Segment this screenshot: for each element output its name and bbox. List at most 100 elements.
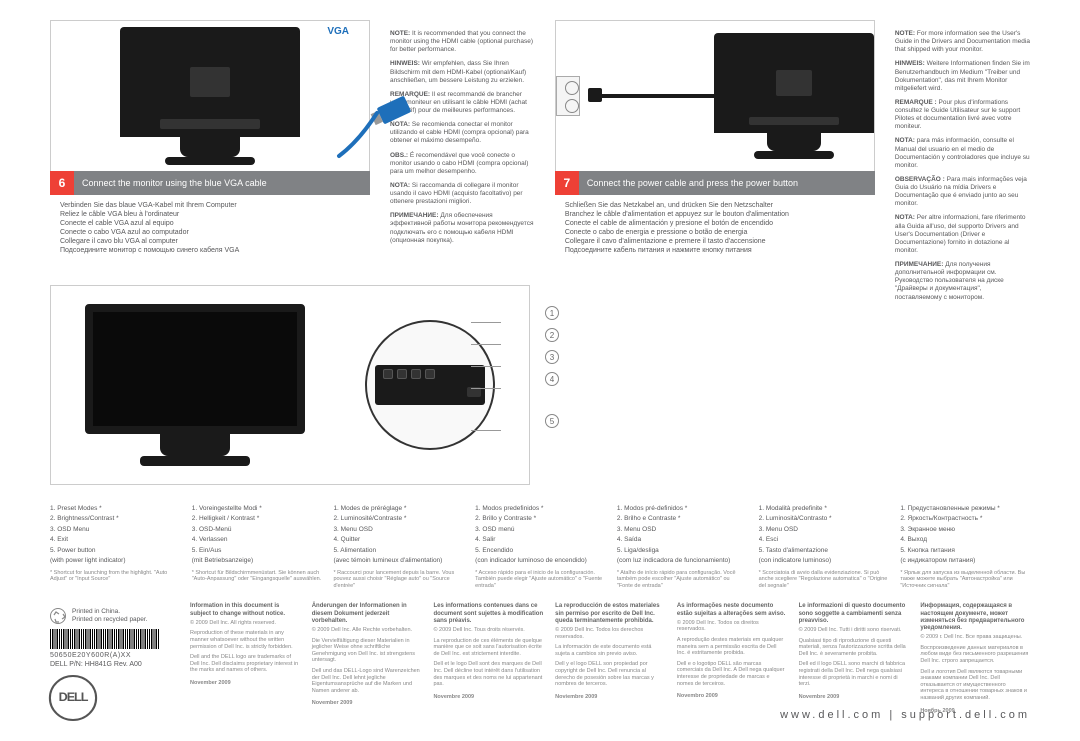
- legend-item: 4. Quitter: [333, 536, 463, 544]
- dell-pn: DELL P/N: HH841G Rev. A00: [50, 660, 160, 669]
- power-outlet-icon: [556, 76, 580, 116]
- legend-col-pt: 1. Modos pré-definidos * 2. Brilho e Con…: [617, 505, 747, 589]
- note-text: para más información, consulte el Manual…: [895, 137, 1030, 168]
- step6-line: Collegare il cavo blu VGA al computer: [60, 237, 360, 246]
- note-text: Si raccomanda di collegare il monitor us…: [390, 182, 523, 205]
- step6-panel: VGA 6 Con: [50, 20, 370, 270]
- step7-line: Schließen Sie das Netzkabel an, und drüc…: [565, 201, 865, 210]
- monitor-rear-icon: [120, 27, 300, 137]
- footer-url: www.dell.com | support.dell.com: [780, 709, 1030, 721]
- legend-foot: * Raccourci pour lancement depuis la bar…: [333, 570, 463, 590]
- legend-item: 1. Modes de préréglage *: [333, 505, 463, 513]
- legend-col-es: 1. Modos predefinidos * 2. Brillo y Cont…: [475, 505, 605, 589]
- vga-cable-icon: [329, 101, 409, 161]
- legend-item: 4. Выход: [900, 536, 1030, 544]
- legend-col-it: 1. Modalità predefinite * 2. Luminosità/…: [759, 505, 889, 589]
- legend-item: 5. Tasto d'alimentazione: [759, 547, 889, 555]
- legend-item: (con indicatore luminoso): [759, 557, 889, 565]
- step7-bar: 7 Connect the power cable and press the …: [555, 171, 875, 195]
- legend-item: 1. Modos pré-definidos *: [617, 505, 747, 513]
- note-text: It is recommended that you connect the m…: [390, 30, 533, 53]
- step6-title: Connect the monitor using the blue VGA c…: [74, 178, 267, 188]
- legend-item: (con indicador luminoso de encendido): [475, 557, 605, 565]
- legend-col-de: 1. Voreingestellte Modi * 2. Helligkeit …: [192, 505, 322, 589]
- note-label: NOTE:: [895, 30, 915, 37]
- vga-label: VGA: [327, 26, 349, 37]
- legend-foot: * Shortcut für Bildschirmmenüstart. Sie …: [192, 570, 322, 583]
- note-label: HINWEIS:: [390, 60, 420, 67]
- legend-col-en: 1. Preset Modes * 2. Brightness/Contrast…: [50, 505, 180, 589]
- legend-item: 4. Verlassen: [192, 536, 322, 544]
- legend-item: 4. Salir: [475, 536, 605, 544]
- legend-item: 4. Exit: [50, 536, 180, 544]
- note-label: ПРИМЕЧАНИЕ:: [895, 261, 944, 268]
- legend-item: 4. Saída: [617, 536, 747, 544]
- dell-logo-text: DELL: [59, 690, 88, 706]
- note-label: NOTE:: [390, 30, 410, 37]
- legend-item: (mit Betriebsanzeige): [192, 557, 322, 565]
- callout-2: 2: [545, 328, 559, 342]
- step6-line: Reliez le câble VGA bleu à l'ordinateur: [60, 210, 360, 219]
- legend-item: 2. Яркость/Контрастность *: [900, 515, 1030, 523]
- legend-item: 5. Encendido: [475, 547, 605, 555]
- callout-numbers: 1 2 3 4 5: [545, 306, 559, 428]
- legend-foot: * Scorciatoia di avvio dalla evidenziazi…: [759, 570, 889, 590]
- legend-item: 2. Brilho e Contraste *: [617, 515, 747, 523]
- step6-number: 6: [50, 171, 74, 195]
- legend-item: 3. Menu OSD: [759, 526, 889, 534]
- legend-item: (с индикатором питания): [900, 557, 1030, 565]
- step6-bar: 6 Connect the monitor using the blue VGA…: [50, 171, 370, 195]
- legend-foot: * Atalho de início rápido para configura…: [617, 570, 747, 590]
- note-label: NOTA:: [895, 214, 915, 221]
- legend-col-fr: 1. Modes de préréglage * 2. Luminosité/C…: [333, 505, 463, 589]
- legend-item: 4. Esci: [759, 536, 889, 544]
- legend-item: 1. Voreingestellte Modi *: [192, 505, 322, 513]
- legend-item: 3. OSD Menu: [50, 526, 180, 534]
- step6-line: Conecte el cable VGA azul al equipo: [60, 219, 360, 228]
- printed-recycled: Printed on recycled paper.: [72, 616, 148, 624]
- legend-item: 2. Helligkeit / Kontrast *: [192, 515, 322, 523]
- recycled-icon: [50, 608, 66, 624]
- legend-item: 5. Power button: [50, 547, 180, 555]
- button-legend-columns: 1. Preset Modes * 2. Brightness/Contrast…: [50, 505, 1030, 589]
- step6-translations: Verbinden Sie das blaue VGA-Kabel mit Ih…: [50, 195, 370, 262]
- step6-line: Подсоедините монитор с помощью синего ка…: [60, 246, 360, 255]
- note-text: É recomendável que você conecte o monito…: [390, 152, 528, 175]
- legend-foot: * Acceso rápido para el inicio de la con…: [475, 570, 605, 590]
- monitor-front-icon: [85, 304, 305, 466]
- step7-line: Conecte el cable de alimentación y presi…: [565, 219, 865, 228]
- right-notes: NOTE: For more information see the User'…: [895, 20, 1030, 270]
- step7-number: 7: [555, 171, 579, 195]
- legend-item: 3. Menu OSD: [333, 526, 463, 534]
- dell-logo-icon: DELL: [49, 675, 97, 721]
- legend-item: 5. Liga/desliga: [617, 547, 747, 555]
- step7-line: Conecte o cabo de energia e pressione o …: [565, 228, 865, 237]
- legend-item: 3. OSD-Menü: [192, 526, 322, 534]
- legend-item: (avec témoin lumineux d'alimentation): [333, 557, 463, 565]
- printed-china: Printed in China.: [72, 608, 148, 616]
- monitor-rear-icon: [714, 33, 874, 133]
- barcode-number: 50650E20Y600R(A)XX: [50, 651, 160, 660]
- legend-foot: * Ярлык для запуска из выделенной област…: [900, 570, 1030, 590]
- step7-panel: 7 Connect the power cable and press the …: [555, 20, 875, 270]
- legend-item: 2. Luminosità/Contrasto *: [759, 515, 889, 523]
- legend-item: (com luz indicadora de funcionamiento): [617, 557, 747, 565]
- legend-item: 2. Brightness/Contrast *: [50, 515, 180, 523]
- step6-line: Verbinden Sie das blaue VGA-Kabel mit Ih…: [60, 201, 360, 210]
- note-text: Se recomienda conectar el monitor utiliz…: [390, 121, 529, 144]
- legend-item: (with power light indicator): [50, 557, 180, 565]
- note-label: REMARQUE:: [390, 91, 430, 98]
- legend-item: 1. Modos predefinidos *: [475, 505, 605, 513]
- legend-item: 3. OSD menú: [475, 526, 605, 534]
- callout-4: 4: [545, 372, 559, 386]
- note-label: HINWEIS:: [895, 60, 925, 67]
- legend-foot: * Shortcut for launching from the highli…: [50, 570, 180, 583]
- note-label: OBSERVAÇÃO :: [895, 176, 945, 183]
- step7-line: Collegare il cavo d'alimentazione e prem…: [565, 237, 865, 246]
- legend-item: 2. Brillo y Contraste *: [475, 515, 605, 523]
- callout-3: 3: [545, 350, 559, 364]
- barcode-icon: [50, 629, 160, 649]
- middle-notes: NOTE: It is recommended that you connect…: [390, 20, 535, 270]
- footer: Printed in China. Printed on recycled pa…: [50, 608, 1030, 721]
- note-label: REMARQUE :: [895, 99, 937, 106]
